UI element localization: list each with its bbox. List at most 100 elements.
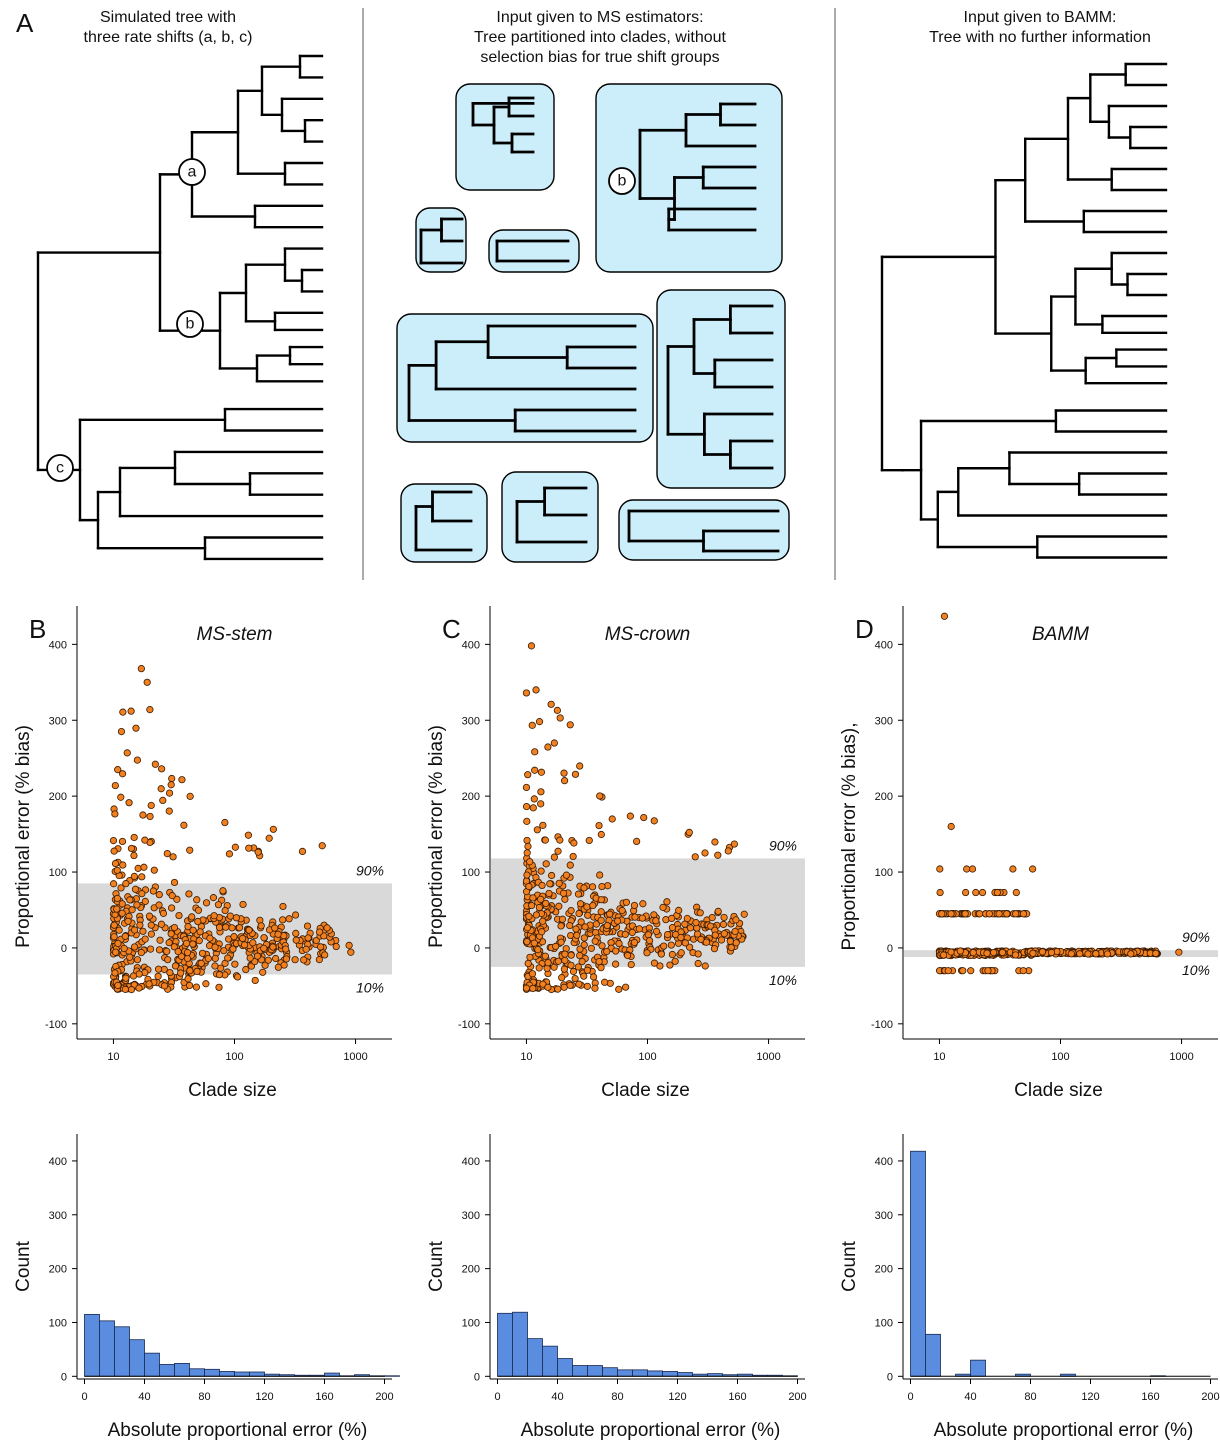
col1-title-line1: Simulated tree with bbox=[100, 9, 236, 26]
data-point bbox=[589, 901, 597, 910]
data-point bbox=[1029, 949, 1037, 957]
y-tick-label: -100 bbox=[458, 1019, 480, 1031]
histogram-bar bbox=[602, 1367, 618, 1377]
data-point bbox=[940, 951, 948, 959]
band-low-label: 10% bbox=[1182, 962, 1210, 978]
data-point bbox=[624, 951, 632, 960]
data-point bbox=[118, 909, 126, 917]
data-point bbox=[532, 686, 540, 694]
data-point bbox=[111, 781, 119, 790]
data-point bbox=[677, 949, 685, 957]
data-point bbox=[1003, 910, 1011, 918]
data-point bbox=[174, 948, 182, 956]
data-point bbox=[595, 821, 603, 830]
data-point bbox=[523, 836, 531, 845]
data-point bbox=[523, 817, 531, 825]
x-tick-label: 0 bbox=[907, 1391, 913, 1403]
data-point bbox=[696, 909, 704, 917]
data-point bbox=[184, 975, 192, 983]
data-point bbox=[145, 912, 154, 920]
data-point bbox=[652, 917, 660, 925]
data-point bbox=[638, 914, 646, 922]
data-point bbox=[173, 895, 181, 903]
data-point bbox=[126, 953, 134, 961]
data-point bbox=[576, 900, 585, 908]
data-point bbox=[118, 837, 127, 846]
data-point bbox=[596, 792, 604, 800]
panel-letter: D bbox=[855, 614, 874, 644]
data-point bbox=[159, 909, 168, 917]
data-point bbox=[215, 983, 223, 991]
data-point bbox=[541, 836, 549, 844]
data-point bbox=[154, 972, 162, 980]
data-point bbox=[215, 923, 224, 932]
data-point bbox=[1067, 950, 1075, 958]
data-point bbox=[155, 946, 164, 954]
data-point bbox=[720, 930, 728, 938]
data-point bbox=[249, 939, 257, 947]
y-tick-label: 100 bbox=[49, 1317, 67, 1329]
data-point bbox=[121, 932, 129, 940]
data-point bbox=[552, 942, 560, 950]
data-point bbox=[694, 950, 702, 958]
data-point bbox=[524, 771, 532, 779]
clade-box bbox=[488, 229, 580, 273]
data-point bbox=[555, 879, 563, 887]
panel-letter: B bbox=[29, 614, 46, 644]
y-tick-label: 400 bbox=[875, 1156, 893, 1168]
data-point bbox=[1019, 910, 1028, 918]
data-point bbox=[186, 846, 194, 854]
data-point bbox=[963, 865, 971, 873]
data-point bbox=[644, 931, 652, 939]
data-point bbox=[574, 890, 583, 898]
data-point bbox=[528, 970, 537, 978]
data-point bbox=[537, 768, 546, 776]
data-point bbox=[576, 762, 584, 770]
histogram-bar bbox=[84, 1313, 100, 1377]
data-point bbox=[130, 833, 138, 842]
histogram-bar bbox=[572, 1365, 588, 1377]
data-point bbox=[677, 933, 685, 942]
y-tick-label: 400 bbox=[49, 639, 67, 651]
x-tick-label: 10 bbox=[520, 1051, 532, 1063]
data-point bbox=[580, 972, 588, 980]
data-point bbox=[143, 678, 151, 686]
clade-box bbox=[400, 483, 488, 563]
x-tick-label: 160 bbox=[315, 1391, 333, 1403]
x-tick-label: 1000 bbox=[756, 1051, 780, 1063]
data-point bbox=[232, 914, 240, 922]
data-point bbox=[127, 844, 136, 853]
histogram-bar bbox=[174, 1362, 190, 1377]
data-point bbox=[193, 896, 201, 904]
data-point bbox=[558, 974, 566, 982]
data-point bbox=[304, 934, 312, 942]
data-point bbox=[113, 894, 121, 902]
data-point bbox=[127, 986, 136, 994]
data-point bbox=[1076, 950, 1084, 958]
data-point bbox=[622, 983, 630, 991]
data-point bbox=[222, 923, 230, 931]
data-point bbox=[300, 956, 308, 964]
data-point bbox=[998, 948, 1007, 957]
data-point bbox=[672, 930, 680, 939]
data-point bbox=[245, 844, 253, 852]
histogram-bar bbox=[249, 1371, 265, 1377]
data-point bbox=[561, 895, 569, 903]
data-point bbox=[280, 961, 288, 969]
data-point bbox=[522, 783, 531, 792]
shift-marker-c-label: c bbox=[56, 460, 64, 477]
data-point bbox=[189, 926, 197, 934]
data-point bbox=[242, 965, 250, 974]
panel-letter-a: A bbox=[16, 8, 34, 38]
data-point bbox=[133, 956, 142, 964]
band-high-label: 90% bbox=[356, 862, 384, 878]
band-high-label: 90% bbox=[1182, 929, 1210, 945]
shift-marker-b bbox=[176, 310, 204, 338]
data-point bbox=[154, 965, 163, 973]
panel-title: BAMM bbox=[1032, 624, 1089, 645]
data-point bbox=[537, 895, 545, 903]
data-point bbox=[659, 903, 667, 911]
data-point bbox=[228, 924, 236, 932]
data-point bbox=[618, 906, 626, 915]
data-point bbox=[740, 910, 748, 918]
